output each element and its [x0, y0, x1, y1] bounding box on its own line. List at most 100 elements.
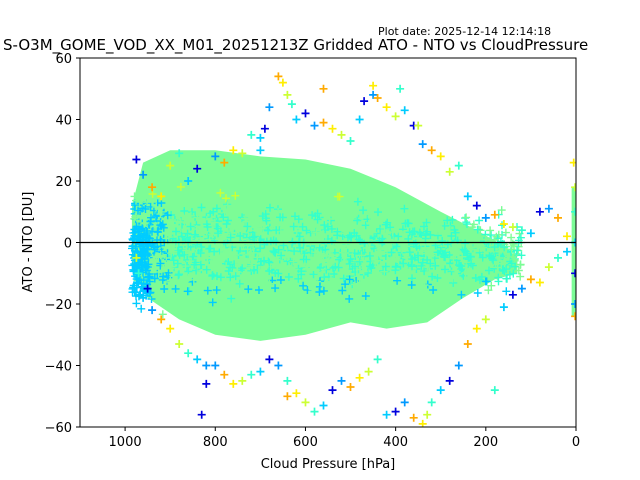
- scatter-point: [369, 81, 378, 90]
- density-marker: [223, 201, 232, 210]
- density-marker: [433, 226, 442, 235]
- density-marker: [231, 191, 240, 200]
- density-marker: [252, 226, 261, 235]
- density-marker: [203, 253, 212, 262]
- density-marker: [313, 277, 322, 286]
- density-marker: [245, 250, 254, 259]
- x-axis: 1000 800 600 400 200 0: [109, 427, 580, 450]
- density-marker: [334, 220, 343, 229]
- density-marker: [203, 286, 212, 295]
- density-marker: [486, 237, 495, 246]
- density-marker: [197, 243, 206, 252]
- density-marker: [144, 244, 152, 253]
- density-marker: [484, 286, 493, 295]
- density-marker: [171, 307, 180, 316]
- density-marker: [196, 249, 205, 258]
- scatter-point: [499, 303, 508, 312]
- density-marker: [229, 184, 238, 193]
- density-marker: [329, 252, 338, 261]
- density-marker: [511, 262, 520, 271]
- density-marker: [479, 243, 488, 252]
- scatter-point: [256, 133, 265, 142]
- density-marker: [365, 242, 374, 251]
- density-marker: [246, 249, 255, 258]
- scatter-point: [283, 90, 292, 99]
- density-marker: [447, 232, 456, 240]
- density-marker: [374, 208, 382, 217]
- plot-date: Plot date: 2025-12-14 12:14:18: [378, 25, 551, 38]
- scatter-point: [319, 118, 328, 127]
- scatter-point: [472, 201, 481, 210]
- density-marker: [359, 206, 368, 215]
- scatter-points: [132, 72, 576, 427]
- density-marker: [451, 266, 460, 275]
- scatter-point: [278, 78, 287, 87]
- scatter-point: [427, 398, 436, 407]
- density-marker: [144, 272, 153, 281]
- y-tick-label: 40: [55, 114, 72, 129]
- density-marker: [198, 224, 207, 233]
- scatter-point: [571, 312, 576, 321]
- density-marker: [441, 277, 450, 286]
- density-marker: [216, 188, 225, 197]
- density-marker: [469, 220, 478, 229]
- density-marker: [260, 240, 269, 249]
- scatter-point: [143, 284, 152, 293]
- scatter-point: [400, 398, 409, 407]
- density-marker: [296, 243, 304, 252]
- scatter-point: [157, 315, 166, 324]
- scatter-point: [355, 115, 364, 124]
- density-marker: [322, 236, 330, 245]
- x-tick-label: 600: [293, 435, 318, 450]
- density-marker: [130, 192, 139, 201]
- density-marker: [516, 260, 525, 269]
- scatter-point: [256, 146, 265, 155]
- density-marker: [298, 222, 307, 231]
- scatter-point: [283, 392, 292, 401]
- density-marker: [357, 251, 366, 260]
- density-marker: [289, 222, 298, 231]
- scatter-point: [229, 379, 238, 388]
- density-marker: [346, 243, 355, 252]
- density-marker: [497, 206, 506, 215]
- scatter-point: [328, 386, 337, 395]
- density-marker: [183, 229, 192, 238]
- density-marker: [284, 273, 293, 281]
- density-marker: [138, 261, 146, 270]
- density-marker: [361, 292, 370, 300]
- density-marker: [477, 258, 486, 267]
- scatter-point: [360, 97, 369, 106]
- density-marker: [418, 247, 427, 256]
- density-marker: [308, 285, 317, 294]
- density-marker: [132, 299, 141, 308]
- density-marker: [189, 275, 198, 284]
- scatter-point: [197, 410, 206, 419]
- density-marker: [318, 246, 327, 255]
- density-marker: [186, 222, 195, 231]
- density-marker: [297, 270, 306, 279]
- density-marker: [470, 233, 478, 242]
- density-marker: [297, 291, 306, 300]
- density-marker: [319, 229, 328, 238]
- density-marker: [436, 247, 445, 255]
- density-marker: [393, 276, 402, 285]
- density-marker: [387, 248, 396, 257]
- density-marker: [327, 275, 335, 284]
- density-marker: [158, 310, 167, 319]
- density-marker: [219, 213, 228, 222]
- density-marker: [156, 210, 165, 219]
- density-marker: [478, 268, 487, 277]
- density-marker: [138, 247, 147, 256]
- density-marker: [177, 237, 185, 246]
- scatter-point: [193, 355, 202, 364]
- scatter-point: [544, 204, 553, 213]
- density-marker: [331, 262, 340, 271]
- density-marker: [141, 218, 150, 227]
- density-marker: [216, 273, 225, 282]
- density-marker: [188, 208, 196, 217]
- density-marker: [366, 218, 374, 227]
- density-marker: [411, 239, 420, 248]
- scatter-point: [175, 340, 184, 348]
- density-marker: [194, 254, 202, 262]
- density-marker: [274, 208, 283, 216]
